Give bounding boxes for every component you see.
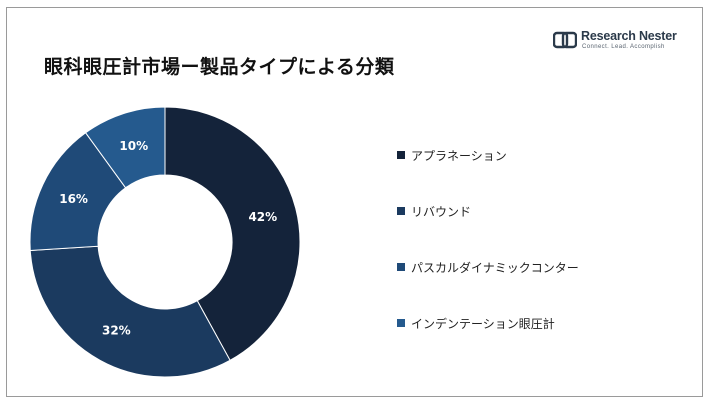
legend-label-2: リバウンド xyxy=(411,204,472,219)
logo-name-part2: Nester xyxy=(638,29,677,43)
slice-label-4: 10% xyxy=(119,139,148,153)
research-nester-logo: Research Nester Connect. Lead. Accomplis… xyxy=(553,29,683,53)
logo-tagline: Connect. Lead. Accomplish xyxy=(582,44,665,50)
legend-item-3: パスカルダイナミックコンター xyxy=(397,258,579,276)
donut-slice-2 xyxy=(29,245,231,378)
chart-legend: アプラネーション リバウンドパスカルダイナミックコンター インデンテーション眼圧計 xyxy=(397,146,579,370)
slice-label-2: 32% xyxy=(102,324,131,338)
legend-swatch-3 xyxy=(397,263,405,271)
logo-name-part1: Research xyxy=(581,29,636,43)
legend-swatch-2 xyxy=(397,207,405,215)
logo-mark-icon xyxy=(553,31,577,49)
donut-slice-1 xyxy=(164,106,301,361)
legend-swatch-4 xyxy=(397,319,405,327)
legend-item-4: インデンテーション眼圧計 xyxy=(397,314,579,332)
slice-label-3: 16% xyxy=(59,192,88,206)
slice-label-1: 42% xyxy=(248,210,277,224)
legend-label-3: パスカルダイナミックコンター xyxy=(411,260,579,275)
chart-title: 眼科眼圧計市場ー製品タイプによる分類 xyxy=(44,56,395,78)
legend-label-4: インデンテーション眼圧計 xyxy=(411,316,555,331)
legend-swatch-1 xyxy=(397,151,405,159)
logo-name: Research Nester xyxy=(581,29,677,43)
legend-item-2: リバウンド xyxy=(397,202,579,220)
donut-slice-4 xyxy=(84,106,166,189)
donut-slice-3 xyxy=(29,132,127,252)
legend-label-1: アプラネーション xyxy=(411,148,507,163)
legend-item-1: アプラネーション xyxy=(397,146,579,164)
